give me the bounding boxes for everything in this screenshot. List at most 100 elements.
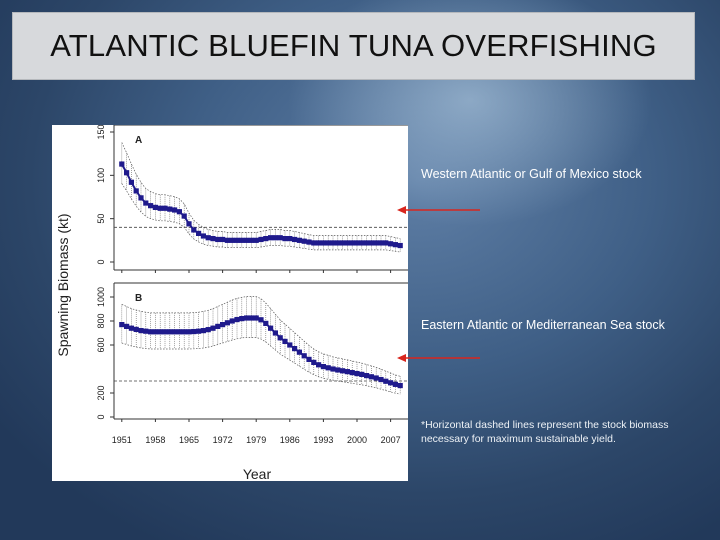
data-point: [143, 328, 149, 334]
lower-uncertainty-line: [121, 337, 401, 395]
y-tick-label: 50: [96, 214, 106, 224]
slide-title: ATLANTIC BLUEFIN TUNA OVERFISHING: [50, 28, 657, 63]
data-point: [172, 329, 178, 335]
data-point: [306, 239, 312, 245]
data-point: [378, 240, 384, 246]
data-point: [282, 338, 288, 344]
data-point: [200, 328, 206, 334]
data-point: [152, 204, 158, 210]
data-point: [124, 323, 130, 329]
data-point: [244, 237, 250, 243]
data-point: [138, 328, 144, 334]
data-point: [128, 179, 134, 185]
data-point: [388, 241, 394, 247]
data-point: [167, 329, 173, 335]
data-point: [340, 240, 346, 246]
data-point: [392, 242, 398, 248]
panel-a: A 0 50 100 150: [96, 125, 408, 273]
data-point: [224, 237, 230, 243]
data-point: [311, 240, 317, 246]
data-point: [229, 318, 235, 324]
data-point: [205, 327, 211, 333]
data-point: [157, 329, 163, 335]
data-point: [191, 328, 197, 335]
x-tick-label: 1972: [213, 435, 233, 445]
upper-uncertainty-line: [121, 296, 401, 377]
data-point: [292, 236, 298, 243]
data-point: [373, 240, 379, 246]
data-point: [200, 233, 206, 239]
data-point: [119, 161, 125, 167]
y-tick-label: 0: [96, 414, 106, 419]
data-point: [258, 236, 264, 243]
data-point: [133, 188, 139, 194]
data-point: [335, 367, 341, 373]
data-point: [224, 320, 230, 326]
data-point: [354, 240, 360, 246]
data-point: [383, 240, 389, 246]
annotation-eastern: Eastern Atlantic or Mediterranean Sea st…: [421, 318, 665, 332]
data-point: [176, 209, 182, 215]
data-point: [330, 240, 336, 246]
data-point: [388, 380, 394, 386]
data-point: [157, 205, 163, 211]
data-point: [210, 236, 216, 242]
data-point: [162, 329, 168, 335]
data-point: [378, 376, 384, 383]
data-point: [234, 316, 240, 323]
data-point: [292, 346, 298, 352]
data-point: [282, 236, 288, 242]
data-point: [263, 236, 269, 242]
data-point: [258, 317, 264, 323]
x-tick-label: 1965: [179, 435, 199, 445]
data-point: [191, 227, 197, 233]
data-point: [364, 240, 370, 246]
data-point: [124, 170, 130, 176]
data-point: [205, 235, 211, 241]
data-point: [181, 213, 187, 219]
data-point: [306, 356, 312, 362]
data-point: [397, 242, 403, 249]
y-tick-label: 150: [96, 125, 106, 140]
data-point: [138, 195, 144, 201]
panel-letter: B: [135, 293, 142, 304]
data-point: [128, 325, 134, 331]
y-tick-label: 100: [96, 168, 106, 183]
data-point: [373, 375, 379, 381]
data-point: [253, 237, 259, 243]
data-point: [220, 322, 226, 328]
data-point: [354, 370, 360, 377]
y-tick-label: 800: [96, 313, 106, 328]
footnote: *Horizontal dashed lines represent the s…: [421, 419, 669, 445]
data-point: [277, 235, 283, 241]
data-point: [330, 366, 336, 372]
data-point: [311, 359, 317, 365]
data-point: [383, 378, 389, 384]
data-point: [368, 240, 374, 246]
data-point: [287, 236, 293, 242]
data-point: [148, 329, 154, 335]
data-point: [248, 315, 254, 321]
data-point: [272, 330, 278, 336]
chart-panel: A 0 50 100 150 B 0 200 600 800 1000 1951 1958 1965 19…: [52, 125, 408, 481]
y-tick-label: 1000: [96, 287, 106, 307]
data-point: [143, 200, 149, 206]
data-point: [320, 240, 326, 246]
data-point: [296, 237, 302, 243]
data-point: [186, 329, 192, 335]
data-point: [344, 369, 350, 375]
data-point: [148, 203, 154, 209]
data-point: [239, 316, 245, 322]
panel-b: B 0 200 600 800 1000 1951 1958 1965 1972 1979 1986 1…: [96, 282, 408, 445]
lower-uncertainty-line: [121, 183, 401, 253]
data-point: [244, 315, 250, 321]
y-tick-label: 600: [96, 337, 106, 352]
data-point: [316, 240, 322, 246]
annotation-western: Western Atlantic or Gulf of Mexico stock: [421, 167, 642, 181]
slide-title-box: ATLANTIC BLUEFIN TUNA OVERFISHING: [12, 12, 695, 80]
data-point: [196, 230, 202, 236]
data-point: [359, 371, 365, 377]
upper-uncertainty-line: [121, 142, 401, 240]
data-point: [325, 365, 331, 371]
data-point: [392, 381, 398, 387]
